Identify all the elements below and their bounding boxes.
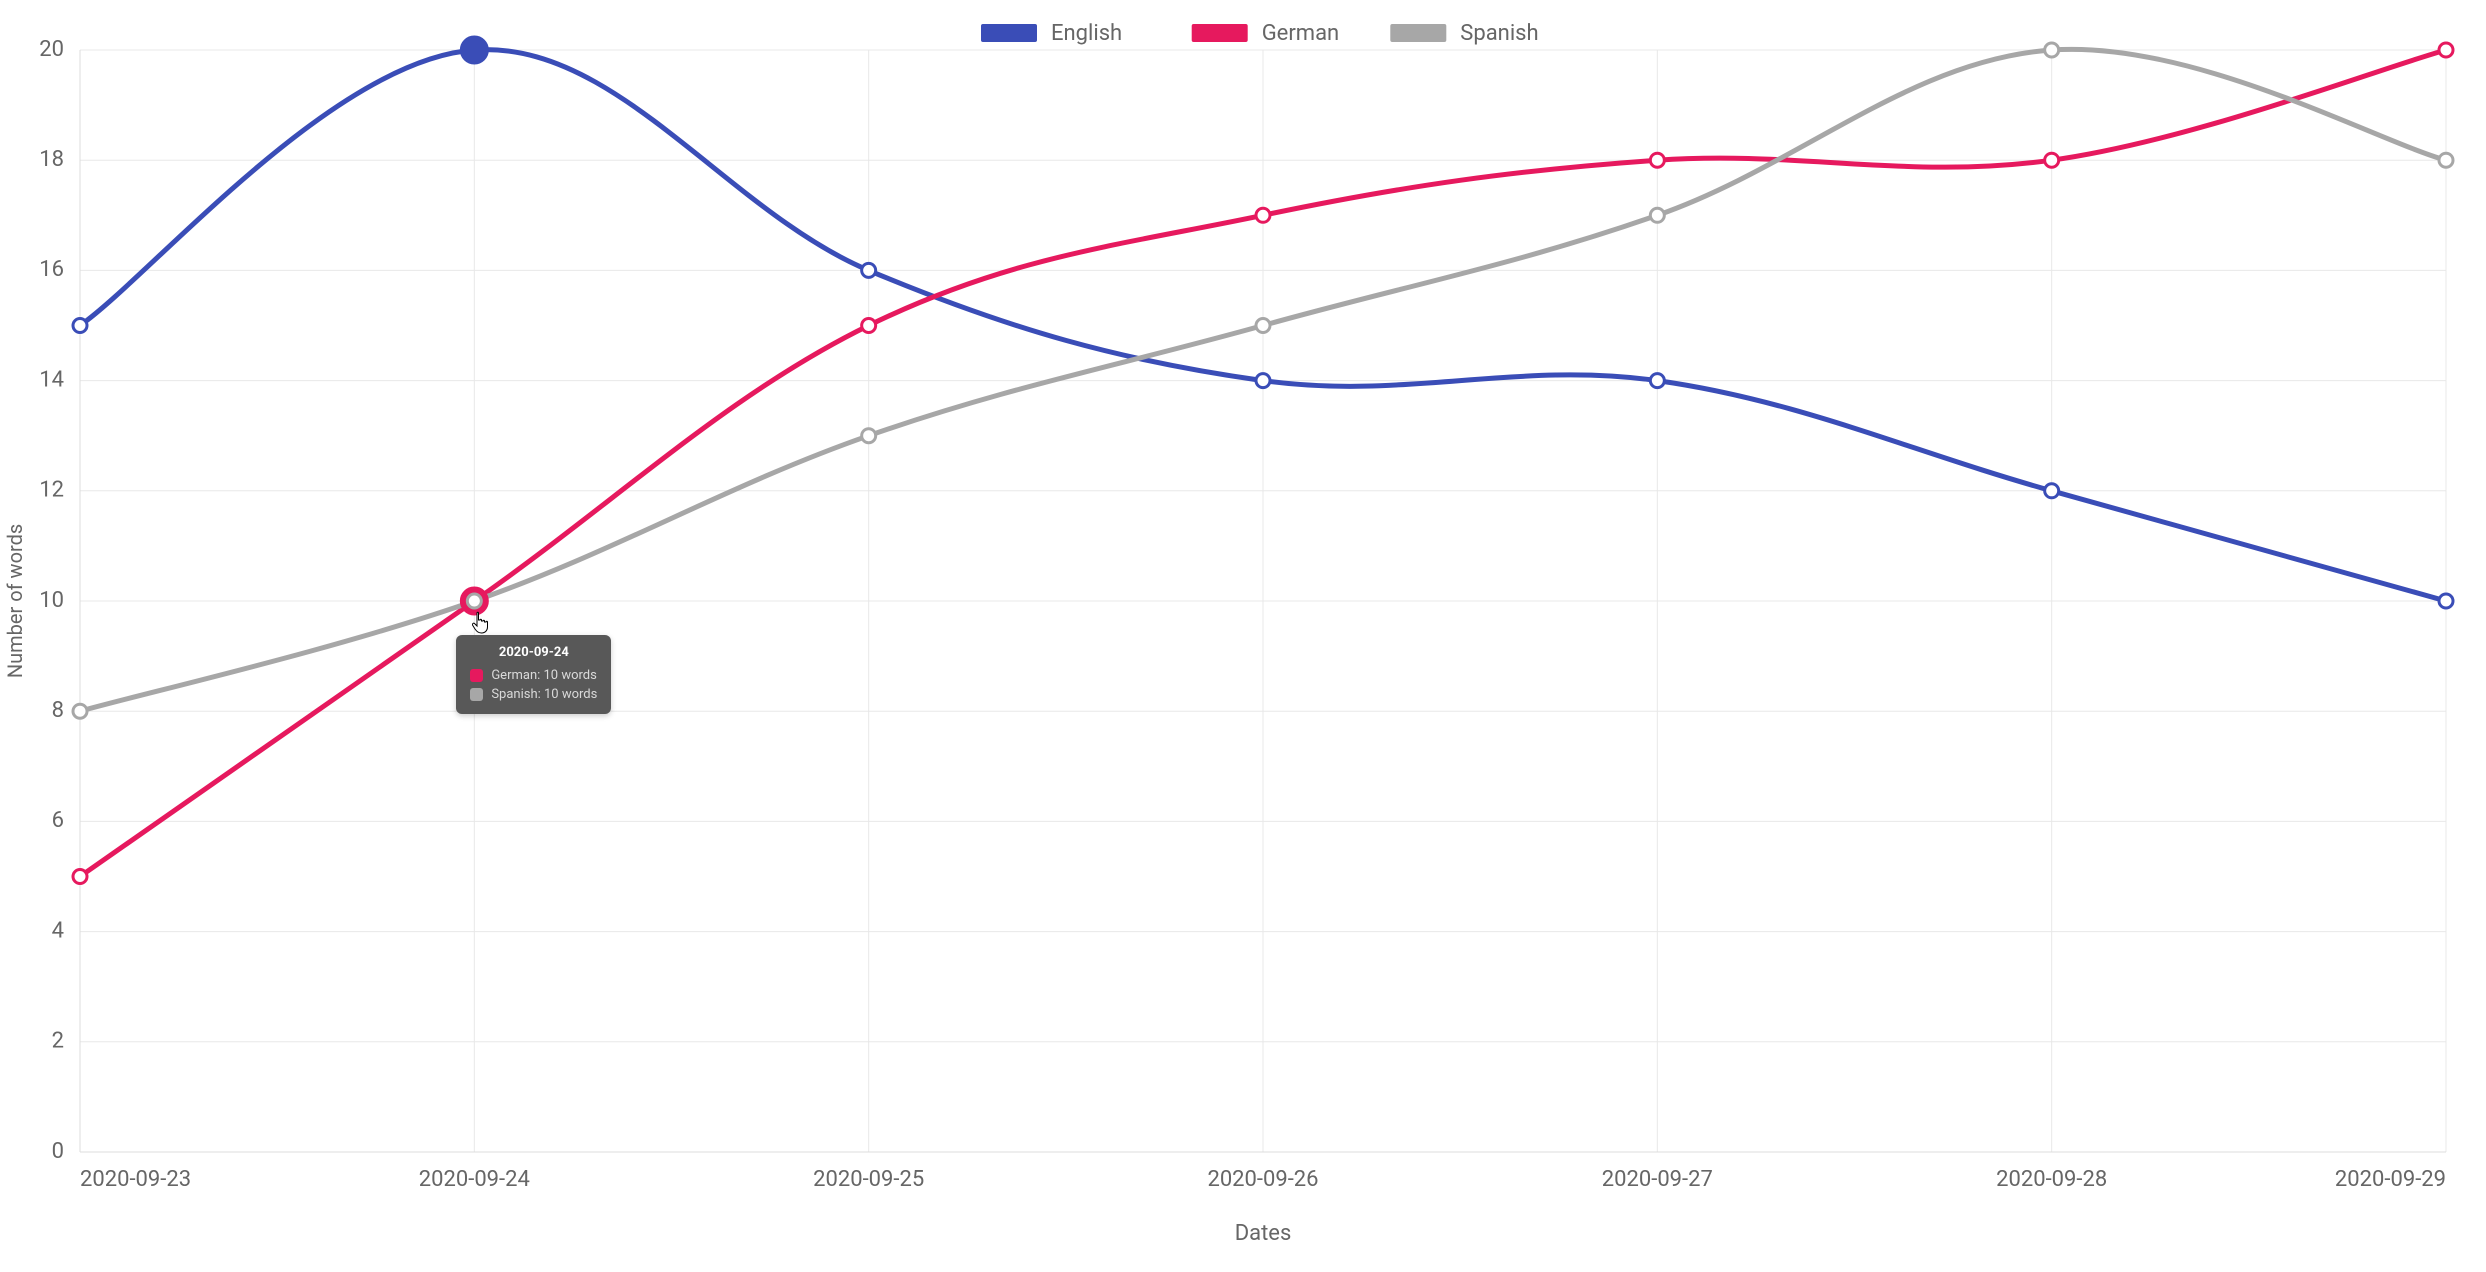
series-marker[interactable]	[73, 870, 87, 884]
y-axis-label: Number of words	[3, 524, 27, 678]
series-marker[interactable]	[2439, 594, 2453, 608]
x-tick-label: 2020-09-25	[813, 1167, 924, 1192]
line-chart[interactable]: 0 2 4 6 8 10 12 14 16 18 20 Number of words 2020-09-…	[0, 0, 2486, 1272]
series-marker[interactable]	[2045, 43, 2059, 57]
y-tick-label: 2	[52, 1029, 64, 1054]
legend-label: German	[1262, 21, 1340, 46]
series-marker[interactable]	[862, 319, 876, 333]
series-marker[interactable]	[461, 37, 487, 63]
x-tick-label: 2020-09-24	[419, 1167, 530, 1192]
y-tick-label: 12	[39, 478, 64, 503]
legend-swatch	[1192, 24, 1248, 42]
x-tick-label: 2020-09-23	[80, 1167, 191, 1192]
series-marker[interactable]	[467, 594, 481, 608]
series-marker[interactable]	[1256, 319, 1270, 333]
chart-canvas: 0 2 4 6 8 10 12 14 16 18 20 Number of words 2020-09-…	[0, 0, 2486, 1272]
series-marker[interactable]	[2045, 153, 2059, 167]
y-tick-label: 14	[39, 367, 64, 392]
series-marker[interactable]	[73, 319, 87, 333]
series-marker[interactable]	[1650, 153, 1664, 167]
y-tick-label: 20	[39, 37, 64, 62]
x-axis-label: Dates	[1235, 1221, 1292, 1246]
y-tick-label: 6	[52, 808, 64, 833]
x-tick-label: 2020-09-26	[1207, 1167, 1318, 1192]
y-tick-label: 10	[39, 588, 64, 613]
y-tick-label: 16	[39, 257, 64, 282]
y-tick-label: 8	[52, 698, 64, 723]
y-tick-label: 4	[52, 918, 64, 943]
y-tick-label: 18	[39, 147, 64, 172]
series-marker[interactable]	[73, 704, 87, 718]
series-marker[interactable]	[1256, 208, 1270, 222]
series-marker[interactable]	[2439, 153, 2453, 167]
series-marker[interactable]	[2439, 43, 2453, 57]
series-marker[interactable]	[1650, 374, 1664, 388]
legend-label: English	[1051, 21, 1122, 46]
series-marker[interactable]	[1256, 374, 1270, 388]
legend-swatch	[981, 24, 1037, 42]
series-marker[interactable]	[862, 263, 876, 277]
legend-swatch	[1390, 24, 1446, 42]
series-marker[interactable]	[2045, 484, 2059, 498]
y-tick-label: 0	[52, 1139, 64, 1164]
x-tick-label: 2020-09-29	[2335, 1167, 2446, 1192]
legend-label: Spanish	[1460, 21, 1538, 46]
x-tick-label: 2020-09-28	[1996, 1167, 2107, 1192]
x-tick-label: 2020-09-27	[1602, 1167, 1713, 1192]
series-marker[interactable]	[862, 429, 876, 443]
series-marker[interactable]	[1650, 208, 1664, 222]
